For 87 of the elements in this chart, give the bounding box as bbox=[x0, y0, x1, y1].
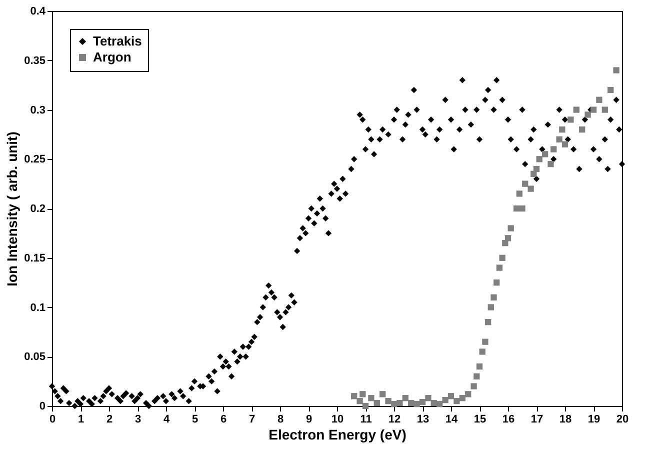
y-tick-label: 0.1 bbox=[30, 302, 46, 314]
point bbox=[516, 190, 522, 197]
point bbox=[528, 186, 534, 192]
point bbox=[562, 141, 568, 148]
x-tick-label: 8 bbox=[277, 414, 284, 426]
legend-label: Argon bbox=[93, 50, 132, 64]
point bbox=[484, 318, 492, 326]
x-tick-label: 6 bbox=[220, 414, 227, 426]
point bbox=[508, 225, 514, 232]
x-tick-label: 3 bbox=[134, 414, 142, 426]
y-tick-label: 0 bbox=[39, 400, 46, 412]
point bbox=[536, 156, 542, 162]
y-tick-label: 0.15 bbox=[24, 252, 46, 264]
y-tick-label: 0.4 bbox=[30, 6, 46, 18]
point bbox=[602, 106, 608, 113]
x-tick-label: 7 bbox=[248, 414, 256, 426]
y-tick-label: 0.3 bbox=[30, 104, 46, 116]
point bbox=[442, 396, 448, 404]
point bbox=[436, 400, 443, 408]
point bbox=[470, 383, 477, 390]
point bbox=[579, 126, 586, 133]
y-axis-title: Ion Intensity ( arb. unit) bbox=[4, 132, 20, 286]
x-tick-label: 4 bbox=[163, 414, 170, 426]
point bbox=[522, 180, 528, 187]
point bbox=[356, 398, 363, 404]
point bbox=[613, 67, 620, 74]
point bbox=[494, 279, 500, 286]
point bbox=[419, 398, 426, 406]
point bbox=[499, 254, 506, 261]
point bbox=[454, 398, 460, 404]
legend-label: Tetrakis bbox=[93, 34, 142, 48]
x-tick-label: 5 bbox=[192, 414, 198, 426]
point bbox=[474, 373, 480, 380]
point bbox=[476, 363, 483, 370]
point bbox=[465, 391, 472, 398]
point bbox=[402, 395, 408, 402]
point bbox=[360, 391, 366, 398]
point bbox=[504, 235, 512, 242]
point bbox=[568, 116, 574, 123]
x-tick-label: 15 bbox=[474, 414, 486, 426]
x-axis-title: Electron Energy (eV) bbox=[268, 426, 406, 442]
x-tick-label: 1 bbox=[78, 414, 84, 426]
point bbox=[542, 151, 548, 158]
x-tick-label: 11 bbox=[360, 414, 372, 426]
point bbox=[608, 86, 614, 94]
point bbox=[556, 136, 562, 142]
y-tick-label: 0.2 bbox=[30, 203, 46, 215]
point bbox=[590, 106, 597, 113]
point bbox=[385, 398, 392, 404]
x-tick-label: 17 bbox=[530, 414, 544, 426]
point bbox=[488, 304, 494, 310]
x-tick-label: 13 bbox=[416, 414, 430, 426]
point bbox=[584, 112, 591, 118]
x-tick-label: 9 bbox=[306, 414, 312, 426]
x-tick-label: 19 bbox=[588, 414, 600, 426]
point bbox=[368, 395, 374, 402]
x-tick-label: 20 bbox=[616, 414, 629, 426]
point bbox=[482, 338, 488, 345]
point bbox=[362, 402, 369, 410]
point bbox=[380, 391, 386, 398]
point bbox=[548, 160, 554, 168]
point bbox=[351, 393, 358, 400]
x-tick-label: 10 bbox=[331, 414, 344, 426]
x-tick-label: 12 bbox=[388, 414, 401, 426]
x-tick-label: 0 bbox=[49, 414, 56, 426]
point bbox=[425, 395, 432, 402]
point bbox=[550, 146, 557, 152]
point bbox=[496, 264, 503, 271]
x-tick-label: 16 bbox=[502, 414, 515, 426]
point bbox=[448, 393, 454, 400]
x-tick-label: 14 bbox=[445, 414, 458, 426]
x-tick-label: 18 bbox=[559, 414, 572, 426]
point bbox=[396, 400, 403, 406]
point bbox=[559, 126, 566, 133]
y-tick-label: 0.25 bbox=[24, 154, 46, 166]
y-tick-label: 0.35 bbox=[24, 54, 46, 67]
point bbox=[490, 294, 497, 300]
point bbox=[519, 205, 526, 212]
point bbox=[414, 400, 420, 408]
point bbox=[533, 166, 540, 172]
point bbox=[459, 395, 466, 402]
point bbox=[596, 96, 602, 103]
y-tick-label: 0.05 bbox=[24, 351, 46, 364]
point bbox=[573, 106, 580, 113]
x-tick-label: 2 bbox=[106, 414, 113, 426]
point bbox=[374, 400, 380, 406]
point bbox=[479, 348, 486, 355]
